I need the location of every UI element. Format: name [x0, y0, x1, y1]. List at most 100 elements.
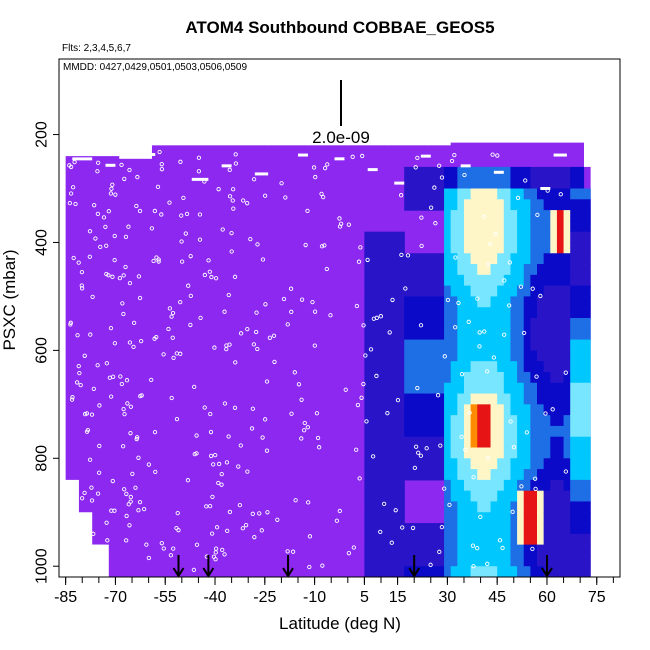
field-cell — [198, 145, 206, 577]
field-cell — [543, 490, 551, 503]
field-cell — [537, 264, 545, 276]
field-cell — [523, 382, 531, 395]
x-tick-label: -25 — [253, 589, 276, 606]
field-cell — [523, 447, 531, 459]
field-cell — [510, 328, 518, 341]
data-point — [254, 329, 259, 335]
data-point — [152, 336, 157, 341]
data-point — [385, 411, 390, 416]
field-cell — [377, 415, 385, 427]
field-cell — [118, 158, 126, 577]
field-cell — [563, 533, 571, 546]
field-cell — [517, 490, 525, 503]
field-cell — [537, 501, 545, 513]
field-cell — [510, 393, 518, 405]
field-cell — [543, 371, 551, 384]
data-point — [415, 385, 420, 391]
field-cell — [185, 145, 193, 577]
field-cell — [430, 523, 439, 535]
field-cell — [530, 533, 538, 546]
field-cell — [410, 264, 419, 276]
data-point — [141, 506, 147, 512]
field-cell — [371, 274, 379, 287]
data-point — [438, 443, 443, 448]
field-cell — [470, 361, 478, 373]
field-cell — [556, 523, 565, 535]
field-cell — [537, 177, 545, 190]
field-cell — [477, 404, 485, 416]
field-cell — [497, 436, 505, 449]
field-cell — [477, 533, 485, 546]
field-cell — [543, 350, 551, 362]
data-point — [157, 149, 162, 155]
field-cell — [576, 523, 585, 535]
field-cell — [404, 382, 412, 395]
field-cell — [556, 307, 565, 319]
field-cell — [430, 425, 439, 438]
field-cell — [470, 415, 478, 427]
field-cell — [517, 264, 525, 276]
field-cell — [384, 231, 392, 244]
field-cell — [364, 447, 372, 459]
field-cell — [417, 264, 425, 276]
y-tick-label: 200 — [34, 121, 51, 148]
field-cell — [483, 318, 492, 330]
field-cell — [390, 566, 399, 577]
data-point — [224, 460, 230, 465]
data-point — [296, 382, 302, 387]
data-point — [488, 241, 493, 247]
data-point — [502, 332, 507, 337]
field-cell — [397, 544, 405, 557]
field-cell — [390, 404, 399, 416]
data-point — [136, 455, 141, 460]
field-cell — [463, 512, 472, 524]
field-cell — [550, 479, 558, 492]
data-point — [354, 303, 360, 309]
field-cell — [550, 220, 558, 233]
data-point — [519, 484, 524, 489]
data-point — [161, 546, 166, 551]
field-cell — [284, 145, 292, 577]
data-point — [453, 325, 458, 330]
field-cell — [477, 393, 485, 405]
field-cell — [517, 199, 525, 211]
data-point — [168, 553, 174, 558]
data-point — [155, 184, 161, 190]
field-cell — [563, 371, 571, 384]
field-cell — [543, 501, 551, 513]
field-cell — [410, 415, 419, 427]
field-cell — [510, 479, 518, 492]
data-point — [237, 502, 243, 508]
field-cell — [583, 469, 591, 481]
data-point — [251, 342, 257, 347]
field-cell — [576, 166, 585, 179]
field-cell — [563, 274, 571, 287]
field-cell — [556, 533, 565, 546]
data-point — [152, 208, 158, 214]
field-cell — [563, 479, 571, 492]
data-point — [126, 224, 131, 229]
field-cell — [424, 285, 432, 298]
field-cell — [410, 404, 419, 416]
data-point — [524, 430, 529, 435]
field-cell — [371, 469, 379, 481]
field-cell — [537, 479, 545, 492]
data-point — [123, 264, 128, 270]
data-point — [188, 322, 193, 328]
field-cell — [377, 231, 385, 244]
field-cell — [477, 188, 485, 200]
field-cell — [364, 566, 372, 577]
field-cell — [444, 166, 452, 179]
data-point — [533, 486, 538, 492]
field-cell — [424, 447, 432, 459]
field-cell — [371, 296, 379, 308]
data-point — [289, 411, 294, 416]
data-point — [196, 169, 202, 174]
data-point — [170, 310, 176, 316]
field-cell — [470, 490, 478, 503]
field-cell — [470, 177, 478, 190]
field-cell — [371, 512, 379, 524]
field-cell — [490, 253, 498, 265]
field-cell — [497, 415, 505, 427]
field-cell — [397, 425, 405, 438]
